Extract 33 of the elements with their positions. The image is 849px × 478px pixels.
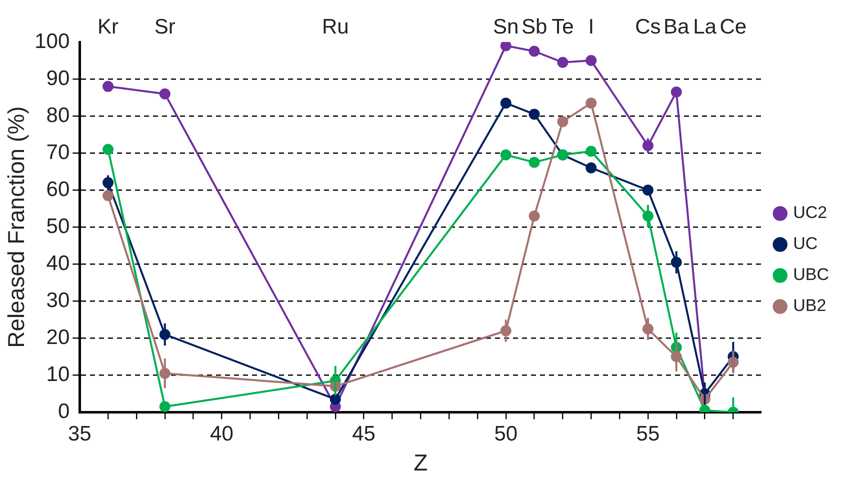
text: La: [693, 15, 717, 38]
x-tick-label: 50: [494, 422, 518, 446]
y-tick-label: 80: [46, 104, 70, 127]
x-tick-label: 55: [636, 422, 660, 446]
legend-label: UC: [793, 234, 818, 254]
y-tick-label: 0: [58, 400, 70, 423]
y-tick-label: 40: [46, 252, 70, 275]
text: Ce: [720, 15, 747, 38]
text: Te: [552, 15, 574, 38]
y-tick-label: 50: [46, 214, 70, 238]
y-tick-label: 60: [46, 178, 70, 201]
text: Cs: [635, 15, 661, 38]
y-tick-label: 70: [46, 140, 70, 164]
text: Sb: [521, 15, 548, 38]
text: Ba: [664, 15, 690, 38]
y-tick-label: 100: [34, 30, 70, 53]
y-tick-label: 20: [46, 326, 70, 349]
y-tick-label: 10: [46, 362, 70, 386]
legend-label: UB2: [793, 296, 826, 316]
x-axis-title: Z: [414, 450, 428, 476]
y-axis-title: Released Franction (%): [3, 106, 30, 348]
y-tick-label: 30: [46, 288, 70, 312]
x-tick-label: 40: [210, 422, 234, 446]
legend-label: UC2: [793, 203, 828, 222]
text: Sr: [154, 15, 176, 38]
legend-label: UBC: [793, 265, 830, 284]
text: Kr: [98, 15, 119, 38]
text: Sn: [493, 15, 519, 38]
y-tick-label: 90: [46, 66, 70, 90]
text: I: [588, 15, 594, 38]
text: Ru: [322, 15, 349, 38]
x-tick-label: 35: [68, 422, 92, 446]
x-tick-label: 45: [352, 422, 376, 446]
